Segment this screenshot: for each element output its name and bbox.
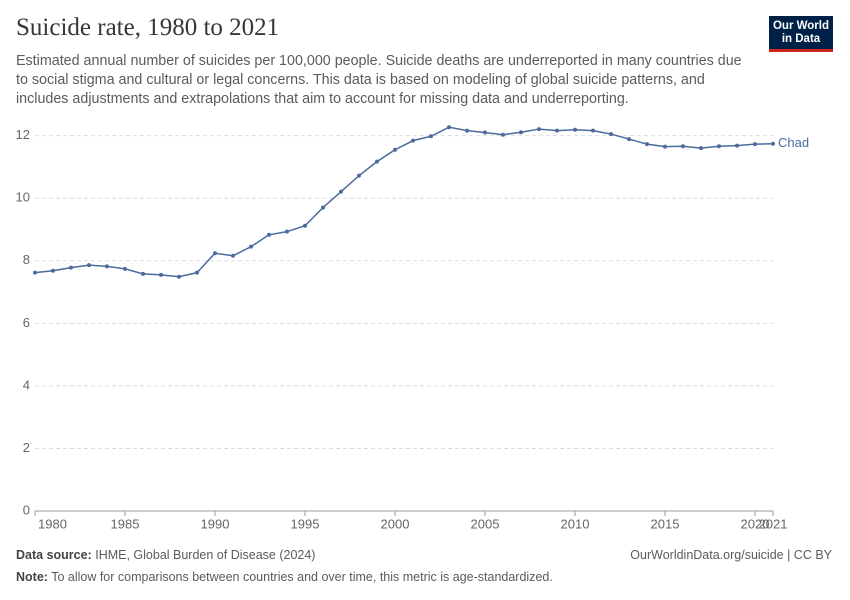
point: [285, 229, 289, 234]
point: [753, 142, 757, 147]
point: [69, 265, 73, 270]
point: [519, 130, 523, 135]
y-tick-label: 12: [16, 127, 30, 142]
point: [159, 272, 163, 277]
x-tick-label: 2021: [759, 516, 788, 530]
point: [213, 251, 217, 256]
point: [447, 125, 451, 130]
source: Data source: IHME, Global Burden of Dise…: [16, 548, 315, 562]
point: [303, 223, 307, 228]
point: [645, 142, 649, 147]
x-tick-label: 1980: [38, 516, 67, 530]
point: [123, 266, 127, 271]
point: [429, 134, 433, 139]
chart-title: Suicide rate, 1980 to 2021: [16, 14, 280, 41]
point: [573, 127, 577, 132]
source-text: IHME, Global Burden of Disease (2024): [95, 548, 316, 562]
y-tick-label: 4: [23, 377, 30, 392]
note-label: Note:: [16, 570, 48, 584]
point: [231, 253, 235, 258]
y-tick-label: 6: [23, 315, 30, 330]
x-tick-label: 2005: [471, 516, 500, 530]
point: [699, 146, 703, 151]
y-tick-label: 8: [23, 252, 30, 267]
point: [483, 130, 487, 135]
point: [321, 205, 325, 210]
point: [609, 132, 613, 137]
point: [537, 127, 541, 132]
y-tick-label: 0: [23, 502, 30, 517]
point: [33, 270, 37, 275]
point: [87, 263, 91, 268]
point: [195, 270, 199, 275]
x-tick-label: 1990: [201, 516, 230, 530]
point: [465, 128, 469, 133]
point: [735, 143, 739, 148]
x-tick-label: 1995: [291, 516, 320, 530]
point: [591, 128, 595, 133]
point: [663, 144, 667, 149]
note-text: To allow for comparisons between countri…: [51, 570, 553, 584]
point: [249, 244, 253, 249]
note: Note: To allow for comparisons between c…: [16, 570, 553, 584]
point: [339, 189, 343, 194]
point: [393, 147, 397, 152]
point: [681, 144, 685, 149]
point: [51, 268, 55, 273]
point: [177, 274, 181, 279]
point: [501, 132, 505, 137]
url[interactable]: OurWorldinData.org/suicide | CC BY: [630, 548, 832, 562]
y-tick-label: 10: [16, 190, 30, 205]
point: [717, 144, 721, 149]
point: [771, 141, 775, 146]
source-label: Data source:: [16, 548, 92, 562]
x-tick-label: 2010: [561, 516, 590, 530]
x-tick-label: 2020: [741, 516, 770, 530]
point: [105, 264, 109, 269]
logo-text[interactable]: in Data: [781, 33, 821, 45]
point: [555, 128, 559, 133]
point: [411, 138, 415, 143]
x-tick-label: 2000: [381, 516, 410, 530]
line: [34, 126, 774, 278]
logo[interactable]: Our World in Data: [769, 16, 833, 52]
chart-subtitle: Estimated annual number of suicides per …: [16, 53, 742, 107]
point: [375, 159, 379, 164]
point: [267, 232, 271, 237]
chart: 0 2 4 6 8 10 12 1980 1985 1990 1995 2000 2005 2010 201…: [16, 125, 809, 530]
point: [141, 271, 145, 276]
x-tick-label: 1985: [111, 516, 140, 530]
x-tick-label: 2015: [651, 516, 680, 530]
point: [357, 173, 361, 178]
series-label: Chad: [778, 135, 809, 150]
logo-text[interactable]: Our World: [772, 20, 829, 32]
point: [627, 137, 631, 142]
y-tick-label: 2: [23, 440, 30, 455]
